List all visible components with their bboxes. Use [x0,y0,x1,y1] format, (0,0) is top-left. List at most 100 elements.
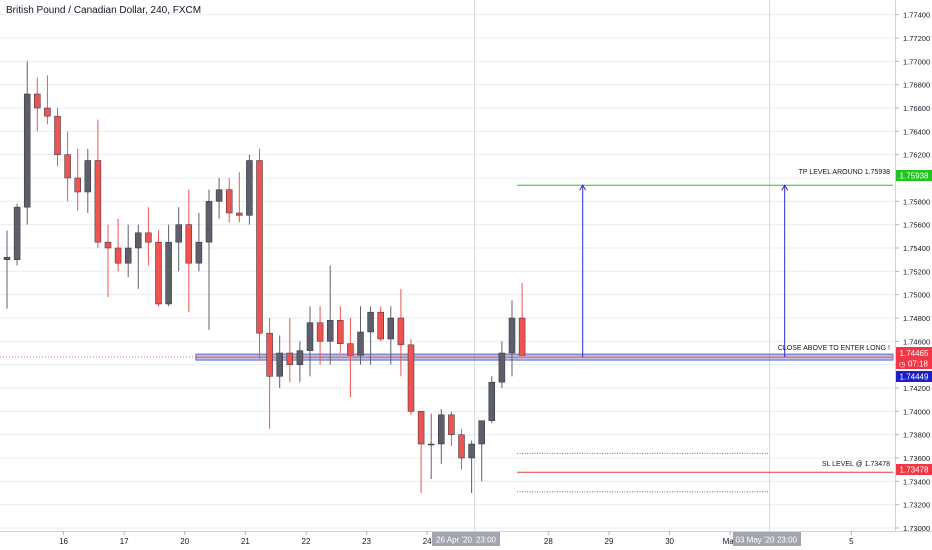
bearish-candle [145,207,152,266]
candle-body [256,160,263,334]
bullish-candle [135,224,142,289]
candle-body [286,352,294,365]
bearish-candle [397,288,405,377]
y-tick-label: 1.77200 [903,34,930,43]
y-tick-label: 1.75800 [903,197,930,206]
time-axis-ticks: 16 17 20 21 22 23 24 28 29 30 May 5 [59,531,854,546]
bullish-candle [124,224,132,278]
y-tick-label: 1.76400 [903,127,930,136]
candle-body [468,443,475,459]
bullish-candle [357,306,364,365]
y-tick-label: 1.75400 [903,244,930,253]
bullish-candle [478,420,485,482]
bearish-candle [448,411,455,447]
x-tick-label: 21 [241,537,250,546]
svg-text:1.73478: 1.73478 [900,466,929,475]
x-tick-label: 24 [423,537,432,546]
y-tick-label: 1.77000 [903,57,930,66]
candle-body [367,311,374,333]
y-tick-label: 1.73000 [903,524,930,533]
target-arrows [579,184,789,358]
price-axis-ticks: 1.77400 1.77200 1.77000 1.76800 1.76600 1.764… [895,11,930,533]
bearish-candle [64,131,71,202]
bearish-candle [337,306,344,353]
target-arrow [781,184,789,358]
x-tick-label: May [723,537,738,546]
bullish-candle [13,203,21,266]
sl-annotation: SL LEVEL @ 1.73478 [822,461,890,468]
candle-body [165,241,172,305]
tp-price-label: 1.75938 [896,170,932,181]
svg-text:23:00: 23:00 [777,536,798,545]
y-tick-label: 1.73400 [903,477,930,486]
candle-body [13,206,21,260]
candle-body [508,317,516,354]
bid-price-label: 1.74449 [896,371,932,382]
candle-body [215,189,223,202]
tp-annotation: TP LEVEL AROUND 1.75938 [799,169,891,176]
x-tick-label: 28 [544,537,553,546]
target-arrow [579,184,587,358]
bullish-candle [84,148,92,213]
bearish-candle [236,172,243,223]
level-lines [0,184,894,493]
candle-body [357,331,364,356]
bearish-candle [54,108,61,167]
bullish-candle [276,335,283,388]
candle-body [195,241,203,264]
bearish-candle [155,230,162,307]
bearish-candle [316,306,324,365]
candle-body [54,115,61,155]
candle-body [246,160,253,216]
candle-body [316,322,324,342]
x-tick-label: 16 [59,537,68,546]
candle-body [236,212,243,216]
bearish-candle [34,77,41,132]
cursor-date-label-1: 26 Apr '20 23:00 [432,532,500,546]
y-tick-label: 1.73200 [903,501,930,510]
candle-body [498,352,506,383]
bearish-candle [104,224,112,297]
svg-text:1.75938: 1.75938 [900,172,929,181]
bearish-candle [377,306,384,342]
x-tick-label: 22 [302,537,311,546]
y-tick-label: 1.74000 [903,407,930,416]
cursor-date-label-2: 03 May '20 23:00 [733,532,801,546]
y-tick-label: 1.76600 [903,104,930,113]
candle-body [326,320,334,342]
candle-body [3,257,11,260]
current-price-label: 1.74465 07:18 ◷ [896,347,932,369]
candle-body [478,420,485,445]
bearish-candle [225,178,233,223]
bearish-candle [74,148,81,211]
y-tick-label: 1.75000 [903,291,930,300]
y-tick-label: 1.76200 [903,151,930,160]
bearish-candle [114,218,122,272]
x-tick-label: 23 [362,537,371,546]
bullish-candle [175,207,182,272]
candle-body [337,320,344,344]
chart-title: British Pound / Canadian Dollar, 240, FX… [6,5,202,16]
bearish-candle [518,283,526,356]
sl-price-label: 1.73478 [896,464,932,475]
bullish-candle [367,306,374,365]
bullish-candle [488,376,496,423]
bullish-candle [306,306,314,377]
entry-annotation: CLOSE ABOVE TO ENTER LONG ! [778,345,890,352]
x-tick-label: 17 [120,537,129,546]
candle-body [205,201,213,243]
svg-text:1.74465: 1.74465 [900,349,929,358]
bearish-candle [44,75,51,125]
candle-body [34,93,41,109]
x-tick-label: 30 [665,537,674,546]
y-tick-label: 1.74200 [903,384,930,393]
candle-body [417,411,425,445]
candle-body [124,247,132,264]
svg-text:03 May '20: 03 May '20 [736,536,775,545]
candle-body [145,232,152,243]
bullish-candle [246,154,253,225]
candle-body [84,160,92,193]
bearish-candle [286,318,294,383]
